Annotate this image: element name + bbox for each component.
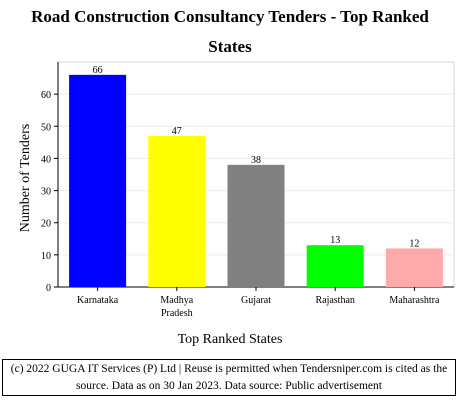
x-tick-label: Pradesh: [161, 308, 193, 319]
chart-title-line-2: States: [208, 37, 252, 56]
bar: [306, 245, 364, 287]
bar: [69, 74, 127, 287]
bar-value-label: 12: [409, 238, 419, 249]
x-tick-label: Rajasthan: [315, 295, 354, 306]
chart-title-line-1: Road Construction Consultancy Tenders - …: [31, 7, 429, 26]
y-axis-label: Number of Tenders: [18, 123, 33, 233]
bar-value-label: 38: [251, 155, 261, 166]
x-tick-label: Gujarat: [241, 295, 271, 306]
chart-title: Road Construction Consultancy Tenders - …: [0, 2, 460, 62]
y-tick-label: 20: [41, 219, 51, 230]
bar: [385, 248, 443, 287]
bar: [148, 135, 206, 287]
y-tick-label: 30: [41, 187, 51, 198]
bar-chart: 0 10 20 30 40 50 60 66 Karnataka 47 Madhya Pradesh 3…: [41, 61, 455, 319]
y-tick-label: 40: [41, 154, 51, 165]
footer-line-2: source. Data as on 30 Jan 2023. Data sou…: [76, 380, 382, 392]
y-tick-label: 0: [46, 283, 51, 294]
footer-line-1: (c) 2022 GUGA IT Services (P) Ltd | Reus…: [10, 363, 448, 375]
bar-value-label: 13: [330, 235, 340, 246]
y-tick-label: 60: [41, 90, 51, 101]
x-tick-label: Madhya: [160, 295, 193, 306]
x-tick-label: Karnataka: [77, 295, 119, 306]
x-axis-label: Top Ranked States: [177, 332, 283, 347]
x-tick-label: Maharashtra: [389, 295, 440, 306]
y-tick-label: 10: [41, 251, 51, 262]
bar: [227, 164, 285, 287]
y-tick-label: 50: [41, 122, 51, 133]
bar-value-label: 66: [93, 65, 103, 76]
bar-value-label: 47: [172, 126, 182, 137]
footer-credit: (c) 2022 GUGA IT Services (P) Ltd | Reus…: [2, 359, 456, 396]
